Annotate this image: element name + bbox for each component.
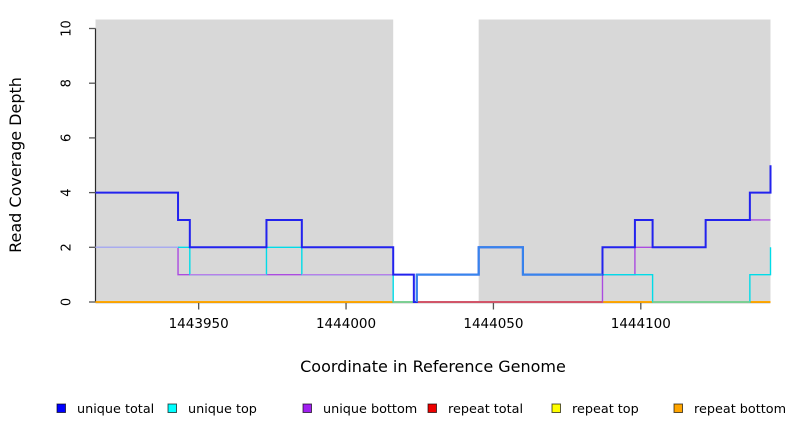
x-tick-label: 1443950 xyxy=(169,316,229,332)
legend-label: unique total xyxy=(77,402,154,417)
y-tick-label: 8 xyxy=(60,79,75,87)
y-tick-label: 2 xyxy=(60,243,75,251)
legend-item-unique-total: unique total xyxy=(56,402,154,417)
legend-item-repeat-total: repeat total xyxy=(427,402,523,417)
plot-background-layer xyxy=(95,19,771,302)
y-tick-label: 0 xyxy=(60,298,75,306)
legend-label: repeat top xyxy=(572,402,639,417)
x-axis-title: Coordinate in Reference Genome xyxy=(300,357,566,376)
x-tick-label: 1444000 xyxy=(316,316,376,332)
y-axis-title: Read Coverage Depth xyxy=(6,77,25,253)
y-tick-label: 4 xyxy=(60,188,75,196)
legend-item-unique-bottom: unique bottom xyxy=(302,402,417,417)
legend-label: repeat total xyxy=(448,402,523,417)
legend-item-unique-top: unique top xyxy=(167,402,257,417)
data-series-layer xyxy=(95,165,772,303)
unique-top-swatch-icon xyxy=(167,403,177,413)
legend-label: repeat bottom xyxy=(694,402,786,417)
unique-total-swatch-icon xyxy=(56,403,66,413)
covered-region-right xyxy=(478,19,771,302)
legend-item-repeat-top: repeat top xyxy=(551,402,639,417)
y-tick-label: 6 xyxy=(60,134,75,142)
repeat-bottom-swatch-icon xyxy=(673,403,683,413)
legend-label: unique top xyxy=(188,402,257,417)
overlap-blend-total-top-path xyxy=(415,246,603,302)
x-tick-label: 1444050 xyxy=(463,316,523,332)
y-tick-label: 10 xyxy=(60,20,75,37)
repeat-total-swatch-icon xyxy=(427,403,437,413)
legend-label: unique bottom xyxy=(323,402,417,417)
x-tick-label: 1444100 xyxy=(611,316,671,332)
covered-region-left xyxy=(95,19,394,302)
legend-item-repeat-bottom: repeat bottom xyxy=(673,402,786,417)
unique-bottom-swatch-icon xyxy=(302,403,312,413)
repeat-top-swatch-icon xyxy=(551,403,561,413)
legend: unique total unique top unique bottom repea… xyxy=(56,402,786,417)
